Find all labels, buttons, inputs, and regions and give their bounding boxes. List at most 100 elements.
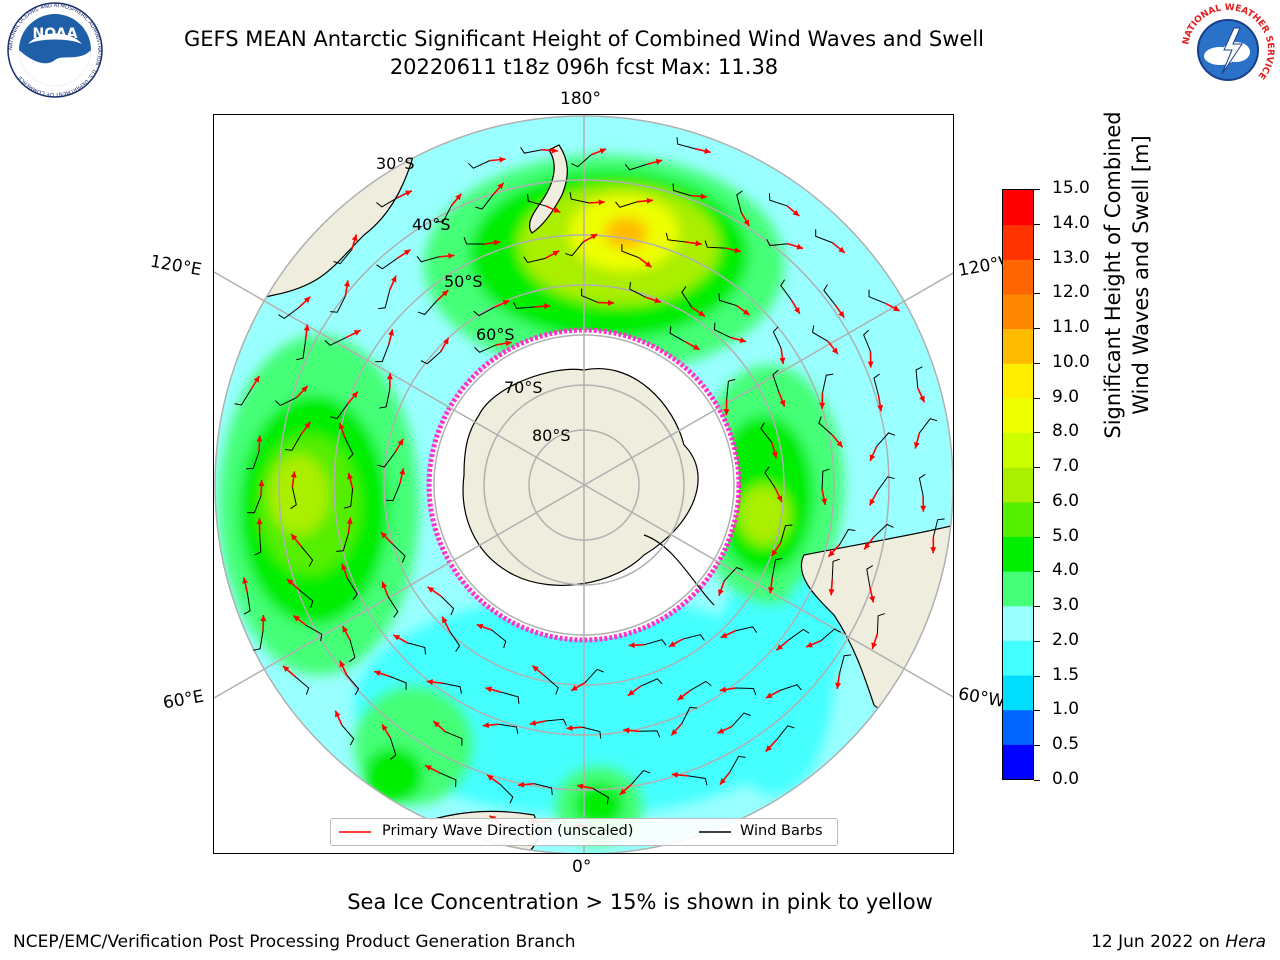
wind-barb bbox=[624, 163, 647, 171]
wind-barb bbox=[704, 240, 726, 249]
wave-arrow-head bbox=[290, 471, 297, 478]
colorbar-tick-mark bbox=[1034, 223, 1040, 225]
wind-barb bbox=[246, 451, 260, 470]
wave-arrow-head bbox=[258, 480, 265, 487]
wind-barb bbox=[640, 678, 663, 687]
wind-barb bbox=[823, 284, 836, 305]
wind-barb bbox=[821, 468, 830, 490]
wind-barb bbox=[876, 432, 896, 447]
wind-barb bbox=[565, 241, 584, 257]
wave-arrow-head bbox=[291, 533, 298, 541]
wind-barb bbox=[376, 197, 398, 208]
wind-barb bbox=[348, 640, 356, 663]
wind-barb bbox=[545, 718, 567, 726]
wind-barb bbox=[436, 205, 452, 223]
colorbar-bin bbox=[1003, 224, 1033, 260]
wind-barb bbox=[533, 783, 553, 795]
wave-arrow-head bbox=[293, 615, 301, 622]
colorbar-tick-label: 0.5 bbox=[1052, 734, 1080, 755]
wave-arrow-head bbox=[485, 686, 492, 693]
wind-barb bbox=[449, 630, 461, 652]
wind-barb bbox=[379, 389, 391, 409]
wind-barb bbox=[731, 712, 751, 727]
wave-arrow-head bbox=[529, 720, 537, 726]
wave-arrow-head bbox=[893, 305, 900, 311]
wave-arrow-head bbox=[871, 642, 878, 649]
wave-arrow-head bbox=[838, 311, 845, 318]
wave-arrow-head bbox=[835, 682, 842, 689]
colorbar-tick-mark bbox=[1034, 571, 1040, 573]
wave-arrow-head bbox=[393, 634, 401, 641]
wave-arrow-head bbox=[487, 774, 494, 781]
lon-label-60e: 60°E bbox=[161, 686, 206, 714]
wave-arrow-head bbox=[497, 182, 504, 190]
wind-barb bbox=[378, 290, 391, 310]
wave-arrow-head bbox=[386, 373, 393, 380]
footer-date-text: 12 Jun 2022 on bbox=[1091, 932, 1226, 952]
wave-arrow-head bbox=[700, 193, 707, 200]
lon-label-180: 180° bbox=[560, 89, 601, 109]
wind-barb bbox=[868, 289, 886, 304]
wave-arrow-head bbox=[380, 532, 388, 539]
colorbar-tick-mark bbox=[1034, 606, 1040, 608]
colorbar-tick-label: 13.0 bbox=[1052, 247, 1090, 268]
wind-barb bbox=[682, 634, 705, 641]
wind-barb bbox=[391, 543, 406, 563]
wind-barb bbox=[387, 596, 399, 618]
wind-barb bbox=[473, 306, 496, 317]
wind-barb bbox=[417, 300, 437, 316]
wind-barb bbox=[499, 783, 514, 804]
wave-arrow-head bbox=[405, 190, 412, 197]
wave-arrow-head bbox=[399, 468, 406, 475]
lon-label-120e: 120°E bbox=[148, 251, 204, 281]
wind-barb bbox=[527, 194, 546, 207]
wind-barb bbox=[347, 578, 358, 600]
wave-arrow-head bbox=[743, 219, 750, 227]
wave-arrow-head bbox=[493, 239, 501, 246]
colorbar-bin bbox=[1003, 605, 1033, 641]
wind-barb bbox=[512, 301, 535, 309]
wind-barb bbox=[771, 557, 783, 578]
new-zealand bbox=[528, 144, 568, 234]
wave-arrow-head bbox=[590, 234, 598, 240]
wave-arrow-head bbox=[677, 694, 685, 701]
wave-arrow-head bbox=[426, 679, 433, 686]
lat-label-80s: 80°S bbox=[532, 426, 571, 445]
wave-arrow-head bbox=[242, 577, 249, 584]
wind-barb bbox=[760, 422, 773, 444]
wave-arrow-head bbox=[695, 240, 702, 247]
wind-barb bbox=[820, 628, 841, 642]
wave-arrow-head bbox=[734, 247, 741, 254]
wave-arrow-head bbox=[913, 441, 920, 449]
wind-barb bbox=[520, 146, 543, 154]
wave-arrow-head bbox=[779, 357, 786, 364]
wind-barb bbox=[253, 630, 264, 651]
wave-arrow-head bbox=[828, 589, 835, 596]
colorbar-tick-mark bbox=[1034, 745, 1040, 747]
wind-barb bbox=[713, 322, 731, 339]
wind-barb bbox=[838, 528, 856, 546]
colorbar-tick-mark bbox=[1034, 675, 1040, 677]
wind-barb bbox=[766, 239, 788, 247]
wave-arrow-head bbox=[301, 385, 308, 393]
colorbar-tick-mark bbox=[1034, 258, 1040, 260]
colorbar-tick-label: 6.0 bbox=[1052, 490, 1080, 511]
wind-barb bbox=[500, 691, 520, 704]
wind-barb bbox=[736, 190, 743, 213]
wave-arrow-head bbox=[720, 632, 728, 638]
wind-barb bbox=[305, 624, 323, 642]
wind-barb bbox=[639, 730, 661, 738]
wave-arrow-head bbox=[553, 207, 561, 213]
colorbar bbox=[1002, 189, 1034, 780]
wave-arrow-head bbox=[433, 721, 440, 728]
wave-arrow-head bbox=[441, 290, 449, 297]
wind-barb bbox=[300, 545, 314, 567]
colorbar-tick-label: 11.0 bbox=[1052, 317, 1090, 338]
wind-barb bbox=[831, 558, 840, 580]
legend-wave-label: Primary Wave Direction (unscaled) bbox=[382, 823, 634, 839]
wave-arrow-head bbox=[776, 644, 783, 651]
wave-arrow-head bbox=[877, 404, 884, 412]
wave-arrow-head bbox=[353, 330, 361, 336]
lat-label-70s: 70°S bbox=[504, 378, 543, 397]
wave-arrow-head bbox=[566, 724, 573, 731]
